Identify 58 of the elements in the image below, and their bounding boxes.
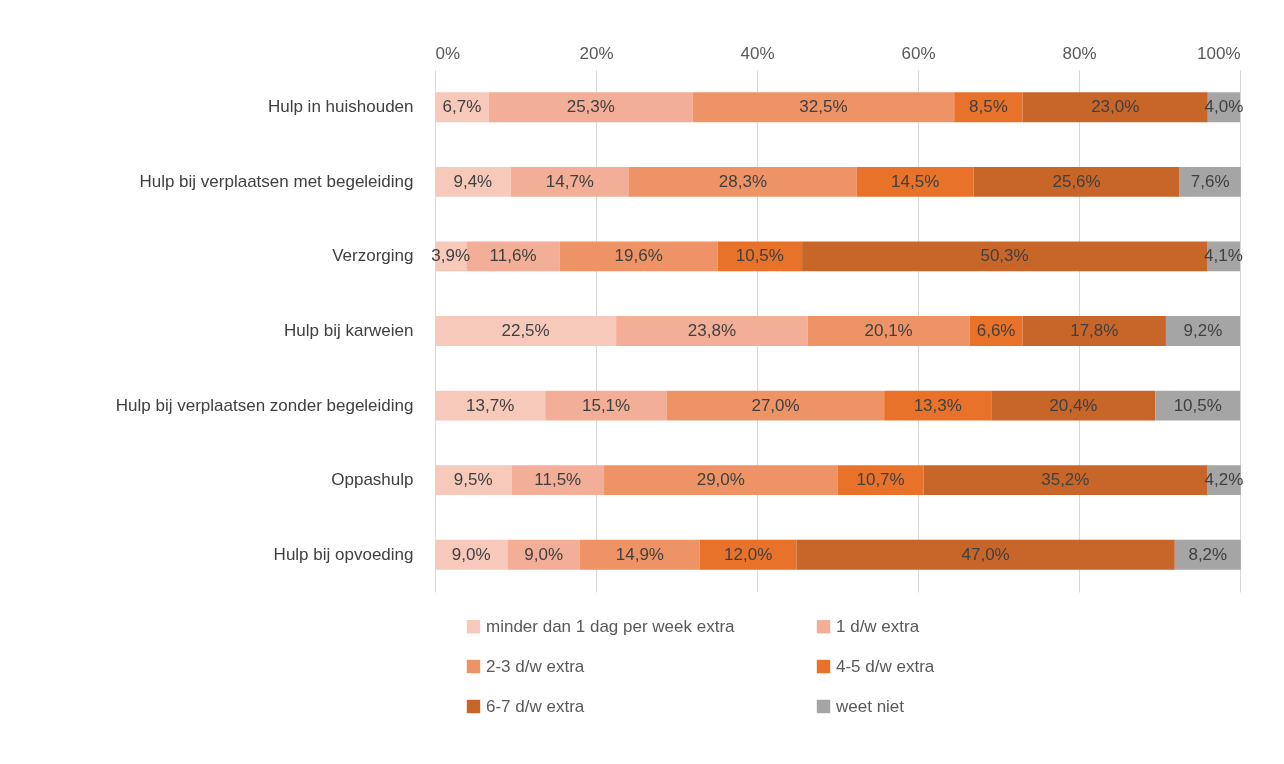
data-label: 9,4% [453,171,493,191]
data-label: 7,6% [1190,171,1230,191]
y-tick-label: Hulp bij verplaatsen met begeleiding [139,171,414,191]
data-label: 19,6% [614,246,663,266]
y-tick-label: Hulp bij verplaatsen zonder begeleiding [115,395,414,415]
data-label: 50,3% [980,246,1029,266]
legend-label: weet niet [835,696,905,716]
data-label: 8,5% [969,97,1008,117]
data-label: 15,1% [581,395,631,415]
data-label: 10,5% [735,246,784,266]
data-label: 20,4% [1049,395,1098,415]
y-tick-label: Hulp in huishouden [267,97,414,117]
data-label: 32,5% [799,97,848,117]
y-tick-label: Hulp bij opvoeding [273,544,414,564]
x-tick-label: 60% [901,43,936,63]
legend-label: 1 d/w extra [836,616,920,636]
data-label: 8,2% [1188,544,1228,564]
data-label: 9,2% [1183,321,1223,340]
y-tick-label: Oppashulp [331,470,414,490]
data-label: 13,3% [913,395,962,415]
legend-label: 6-7 d/w extra [486,696,585,716]
data-label: 9,5% [453,470,493,490]
x-tick-label: 20% [579,43,614,63]
data-label: 23,0% [1091,97,1140,117]
data-label: 25,3% [566,97,615,117]
data-label: 27,0% [751,395,800,415]
data-label: 47,0% [961,544,1010,564]
data-label: 23,8% [687,321,737,340]
data-label: 11,6% [489,246,537,266]
legend-label: 2-3 d/w extra [486,656,585,676]
data-label: 9,0% [451,544,491,564]
data-label: 20,1% [864,321,913,340]
data-label: 28,3% [718,171,768,191]
legend-label: minder dan 1 dag per week extra [486,616,736,636]
data-label: 25,6% [1052,171,1101,191]
data-label: 14,7% [545,171,594,191]
data-label: 29,0% [696,470,745,490]
y-tick-label: Hulp bij karweien [284,321,414,340]
data-label: 35,2% [1041,470,1090,490]
data-label: 10,7% [856,470,905,490]
data-label: 6,6% [976,321,1016,340]
x-tick-label: 0% [435,43,461,63]
data-label: 14,9% [615,544,664,564]
data-label: 22,5% [501,321,550,340]
data-label: 17,8% [1070,321,1119,340]
data-label: 9,0% [524,544,564,564]
x-tick-label: 40% [740,43,775,63]
legend-label: 4-5 d/w extra [836,656,935,676]
y-tick-label: Verzorging [332,246,414,266]
x-tick-label: 80% [1062,43,1097,63]
data-label: 10,5% [1173,395,1222,415]
data-label: 11,5% [534,470,582,490]
x-tick-label: 100% [1197,43,1241,63]
data-label: 3,9% [431,246,471,266]
data-label: 14,5% [891,171,940,191]
data-label: 12,0% [724,544,773,564]
data-label: 6,7% [442,97,482,117]
data-label: 13,7% [466,395,515,415]
